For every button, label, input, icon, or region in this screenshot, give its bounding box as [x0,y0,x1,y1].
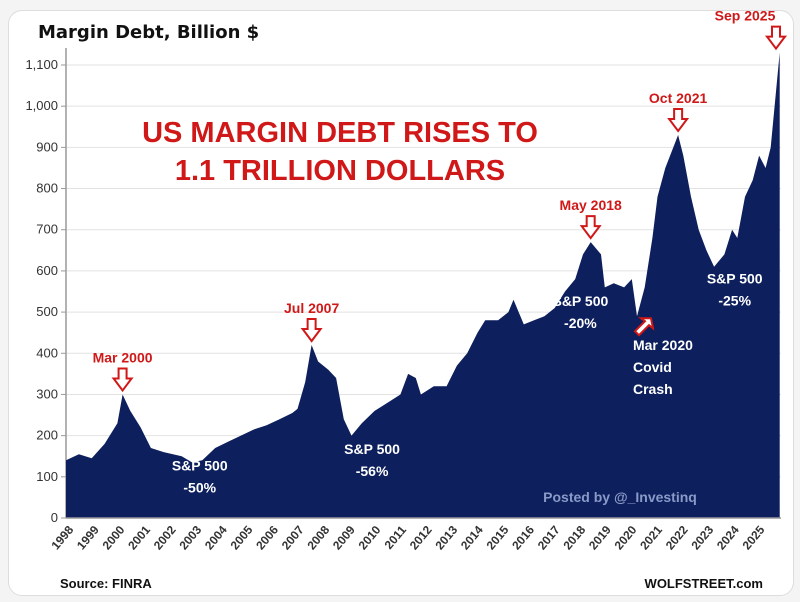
sp500-drawdown-label: S&P 500 [707,270,763,286]
x-tick-label: 2022 [663,523,691,553]
chart-title: Margin Debt, Billion $ [38,22,259,43]
y-tick-label: 1,000 [25,98,58,113]
x-tick-label: 2016 [509,523,537,553]
x-tick-label: 2013 [432,523,460,553]
x-tick-label: 2020 [612,523,640,553]
y-tick-label: 500 [36,304,58,319]
peak-label: May 2018 [560,197,622,213]
x-tick-label: 2025 [740,523,768,553]
x-tick-label: 2007 [279,523,307,553]
x-tick-label: 1998 [48,523,76,553]
x-tick-label: 2002 [151,523,179,553]
x-tick-label: 2017 [535,523,563,553]
x-tick-label: 2021 [637,523,665,553]
y-tick-label: 200 [36,428,58,443]
x-tick-label: 2003 [176,523,204,553]
down-arrow-icon [667,108,690,133]
x-tick-label: 2001 [125,523,153,553]
crash-label: Covid [633,359,672,375]
posted-by-credit: Posted by @_Investinq [543,489,697,505]
down-arrow-icon [300,318,323,343]
x-tick-label: 2004 [202,523,230,553]
sp500-drawdown-label: S&P 500 [552,293,608,309]
crash-label: Crash [633,381,673,397]
peak-label: Mar 2000 [93,349,153,365]
x-tick-label: 2008 [304,523,332,553]
sp500-drawdown-label: S&P 500 [172,458,228,474]
down-arrow-icon [111,367,134,393]
peak-label: Jul 2007 [284,300,339,316]
y-tick-label: 100 [36,469,58,484]
y-tick-label: 400 [36,345,58,360]
x-tick-label: 2024 [714,523,742,553]
x-tick-label: 2005 [228,523,256,553]
headline-text: US MARGIN DEBT RISES TO [142,117,538,149]
y-tick-label: 0 [51,510,58,525]
x-tick-label: 2019 [586,523,614,553]
x-tick-label: 2000 [100,523,128,553]
y-tick-label: 800 [36,181,58,196]
brand-label: WOLFSTREET.com [645,576,763,591]
down-arrow-icon [765,25,787,51]
headline-text: 1.1 TRILLION DOLLARS [175,155,505,187]
x-tick-label: 2018 [560,523,588,553]
sp500-drawdown-label: -25% [718,292,751,308]
x-tick-label: 2009 [330,523,358,553]
up-arrow-icon [633,317,655,337]
source-label: Source: FINRA [60,576,152,591]
margin-debt-area [66,52,780,518]
sp500-drawdown-label: -20% [564,315,597,331]
sp500-drawdown-label: -56% [356,463,389,479]
y-tick-label: 700 [36,222,58,237]
crash-label: Mar 2020 [633,337,693,353]
x-tick-label: 1999 [74,523,102,553]
x-tick-label: 2011 [382,523,410,552]
y-tick-label: 1,100 [25,57,58,72]
x-tick-label: 2015 [484,523,512,553]
x-tick-label: 2012 [407,523,435,553]
x-tick-label: 2014 [458,523,486,553]
y-tick-label: 600 [36,263,58,278]
peak-label: Sep 2025 [715,8,776,24]
y-tick-label: 900 [36,139,58,154]
x-tick-label: 2010 [356,523,384,553]
sp500-drawdown-label: -50% [183,480,216,496]
x-tick-label: 2006 [253,523,281,553]
sp500-drawdown-label: S&P 500 [344,441,400,457]
peak-label: Oct 2021 [649,90,708,106]
y-tick-label: 300 [36,386,58,401]
down-arrow-icon [579,215,602,240]
x-tick-label: 2023 [688,523,716,553]
